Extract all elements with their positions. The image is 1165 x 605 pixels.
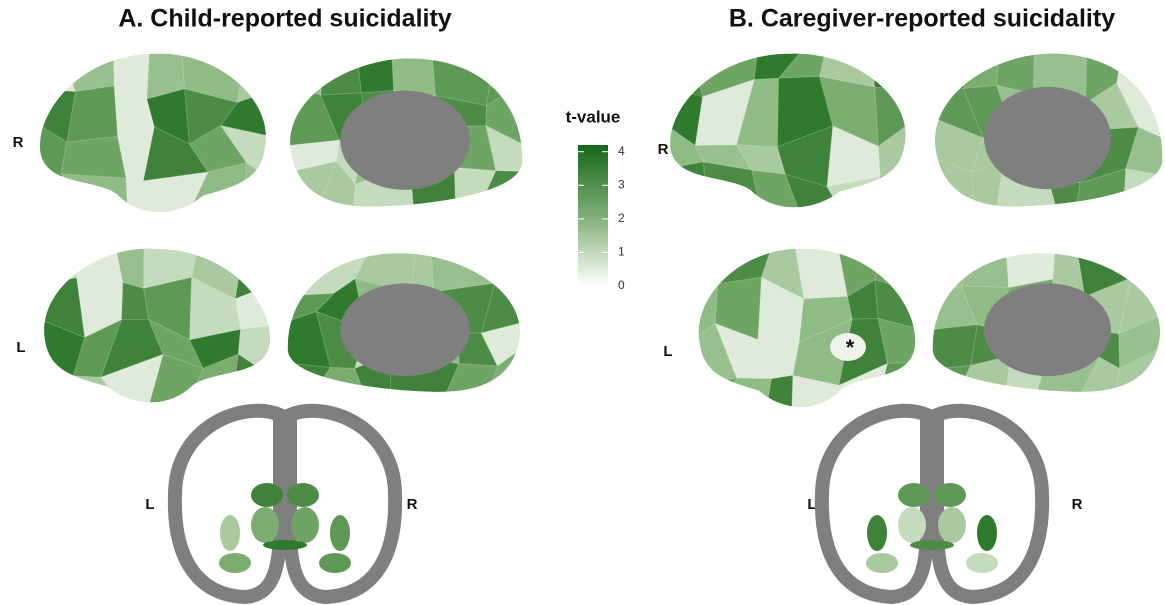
hemisphere-label: R (13, 134, 24, 151)
colorbar-tick-label: 3 (618, 177, 625, 191)
region (61, 137, 126, 179)
brain-surface (930, 250, 1165, 395)
region (930, 365, 971, 395)
subcortical-region (938, 507, 966, 543)
medial-wall (984, 283, 1111, 376)
brain-surface (285, 55, 525, 210)
subcortical-region (898, 507, 926, 543)
hemisphere-label: L (663, 343, 672, 360)
region (487, 250, 525, 283)
region (961, 250, 1008, 288)
region (930, 50, 970, 89)
region (238, 50, 275, 102)
hemisphere-label: R (658, 141, 669, 158)
subcortical-region (898, 483, 930, 507)
hemisphere-label: L (16, 339, 25, 356)
region (665, 50, 703, 97)
subcortical-region (263, 540, 307, 550)
colorbar-scale (578, 145, 608, 286)
coronal-slice (175, 411, 395, 597)
colorbar-tick-label: 4 (618, 144, 625, 158)
region (930, 325, 977, 370)
region (235, 245, 275, 299)
region (35, 50, 76, 92)
region (486, 55, 525, 106)
subcortical-region (330, 515, 350, 551)
subcortical-region (319, 553, 351, 573)
brain-surface (930, 50, 1165, 210)
coronal-slice (822, 411, 1042, 597)
medial-wall (340, 283, 470, 376)
region (285, 363, 331, 395)
subcortical-region (867, 515, 887, 551)
brain-maps: * (35, 50, 1165, 597)
colorbar-tick-label: 1 (618, 245, 625, 259)
colorbar-title: t-value (566, 107, 621, 126)
annotation: * (846, 335, 855, 360)
subcortical-region (287, 483, 319, 507)
figure: A. Child-reported suicidality B. Caregiv… (0, 0, 1165, 605)
panel-title: A. Child-reported suicidality (118, 5, 451, 33)
subcortical-region (291, 507, 319, 543)
region (718, 378, 772, 415)
subcortical-region (220, 515, 240, 551)
region (61, 174, 128, 220)
brain-surface (35, 50, 275, 220)
subcortical-region (910, 540, 954, 550)
subcortical-region (251, 483, 283, 507)
region (238, 325, 275, 379)
region (357, 55, 394, 93)
subcortical-region (251, 507, 279, 543)
subcortical-region (866, 553, 898, 573)
medial-wall (984, 87, 1111, 189)
region (1117, 50, 1165, 86)
region (392, 55, 436, 96)
region (244, 163, 275, 220)
region (963, 50, 998, 89)
brain-surface (665, 50, 915, 215)
hemisphere-label: L (145, 496, 154, 513)
subcortical-region (934, 483, 966, 507)
region (75, 245, 123, 282)
colorbar-tick-label: 2 (618, 211, 625, 225)
brain-surface (35, 245, 275, 410)
medial-wall (340, 91, 470, 190)
subcortical-region (219, 553, 251, 573)
hemisphere-label: R (1072, 496, 1083, 513)
colorbar-tick-label: 0 (618, 278, 625, 292)
subcortical-region (966, 553, 998, 573)
region (61, 50, 115, 92)
panel-title: B. Caregiver-reported suicidality (729, 5, 1115, 33)
region (690, 378, 737, 415)
colorbar: 0 1 2 3 4 (578, 144, 625, 292)
brain-surface (690, 245, 920, 415)
brain-surface (285, 250, 525, 395)
subcortical-region (977, 515, 997, 551)
hemisphere-label: R (407, 496, 418, 513)
region (872, 50, 915, 90)
